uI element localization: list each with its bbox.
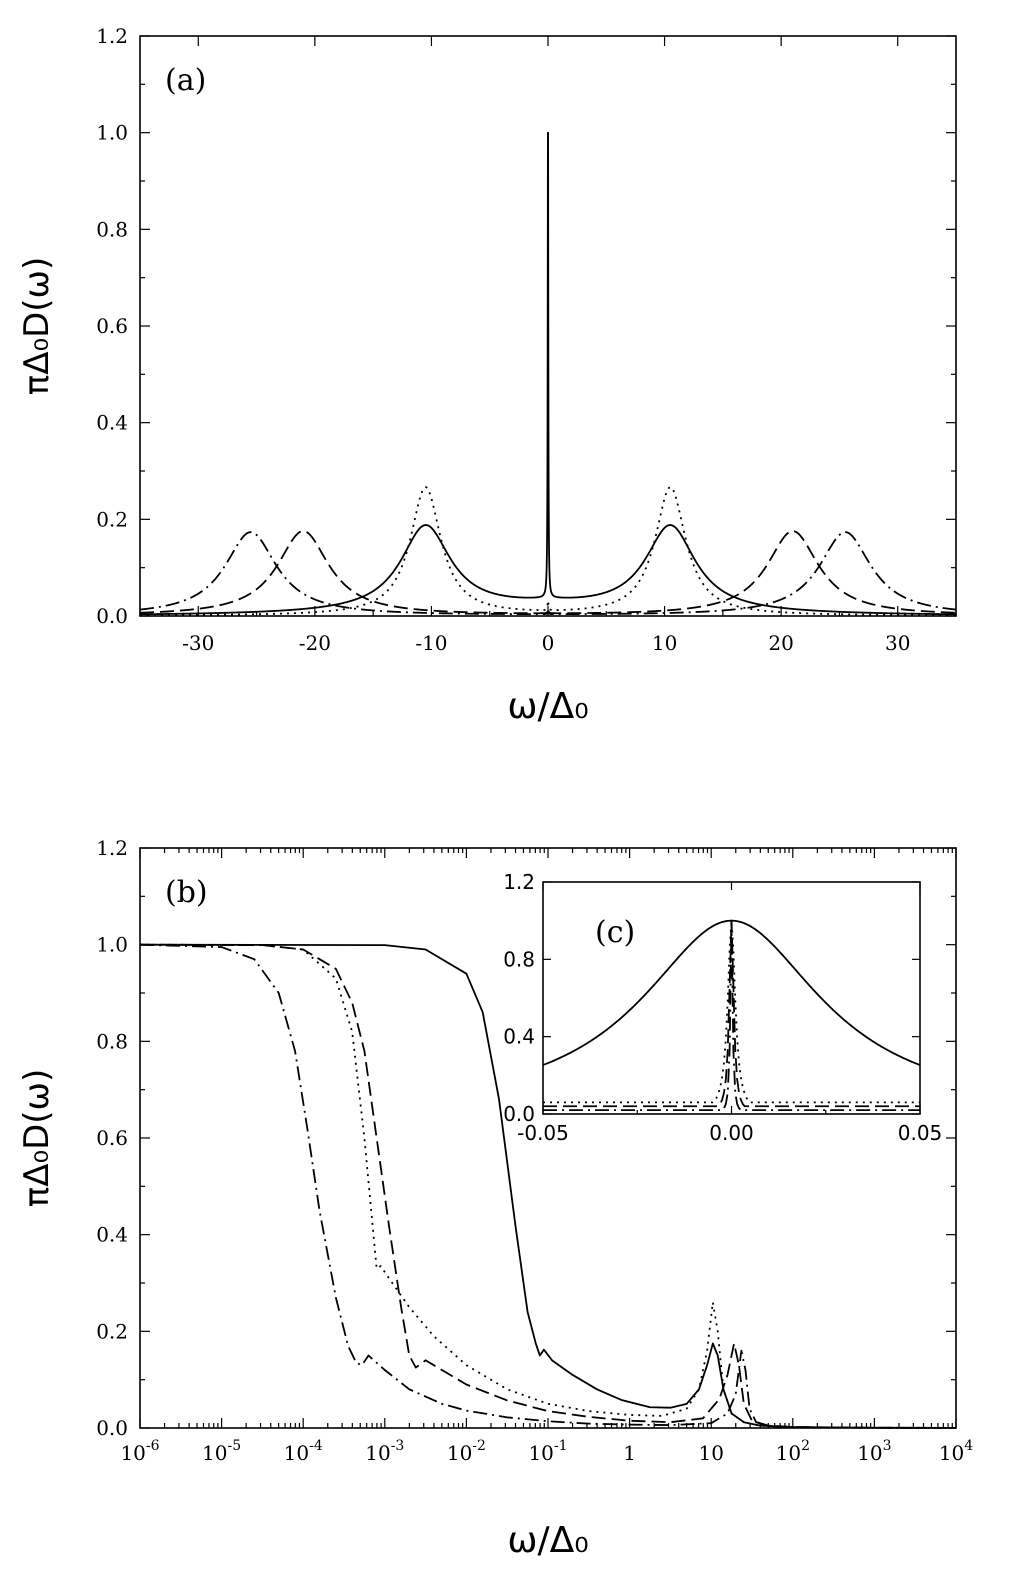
panel-a-series-1 xyxy=(139,131,957,616)
panel-a-x-tick-label: -20 xyxy=(299,631,331,655)
panel-c-inset-chart: -0.05 0.00 0.05 0.0 0.4 0.8 1.2 (c) xyxy=(503,870,942,1145)
panel-a-x-tick-label: -10 xyxy=(415,631,447,655)
panel-b-x-tick-exponent: -3 xyxy=(391,1438,405,1454)
panel-a-ticks: -30 -20 -10 0 10 20 30 0.0 0.2 0.4 0.6 0.8 1.0 1.2 xyxy=(96,24,957,655)
panel-a-x-tick-label: 30 xyxy=(885,631,910,655)
panel-c-label: (c) xyxy=(595,915,635,950)
panel-a-x-tick-label: 10 xyxy=(652,631,677,655)
panel-b-x-tick-exponent: 2 xyxy=(801,1438,810,1454)
panel-b-y-axis-title: πΔ₀D(ω) xyxy=(17,1069,57,1208)
panel-c-ticks: -0.05 0.00 0.05 0.0 0.4 0.8 1.2 xyxy=(503,870,942,1145)
panel-a-y-tick-label: 0.8 xyxy=(96,217,128,241)
panel-a-label: (a) xyxy=(165,63,206,98)
panel-b-x-tick-label: 103 xyxy=(857,1438,891,1465)
panel-b-x-tick-exponent: -4 xyxy=(309,1438,323,1454)
panel-b-x-tick-label: 104 xyxy=(939,1438,973,1465)
panel-a-y-axis-title: πΔ₀D(ω) xyxy=(17,257,57,396)
panel-b-x-tick-label: 1 xyxy=(623,1441,636,1465)
panel-b-y-tick-label: 1.2 xyxy=(96,836,128,860)
panel-b-y-tick-label: 0.2 xyxy=(96,1319,128,1343)
panel-b-curves xyxy=(139,943,957,1429)
panel-b-x-tick-label: 102 xyxy=(776,1438,810,1465)
panel-b-x-tick-label: 10-1 xyxy=(528,1438,567,1465)
panel-b-x-tick-label: 10-4 xyxy=(284,1438,323,1465)
panel-c-x-tick-label: 0.00 xyxy=(709,1121,754,1145)
panel-b-x-tick-exponent: -2 xyxy=(472,1438,486,1454)
panel-c-y-tick-label: 0.0 xyxy=(503,1102,535,1126)
panel-b-y-tick-label: 1.0 xyxy=(96,933,128,957)
panel-c-series-4 xyxy=(543,919,920,1112)
panel-b-x-tick-exponent: -5 xyxy=(228,1438,242,1454)
panel-b-x-axis-title: ω/Δ₀ xyxy=(507,1520,588,1561)
panel-b-x-tick-label: 10-3 xyxy=(365,1438,404,1465)
panel-b-x-tick-label: 10 xyxy=(698,1441,723,1465)
panel-a-y-tick-label: 0.2 xyxy=(96,507,128,531)
panel-c-y-tick-label: 0.4 xyxy=(503,1025,535,1049)
panel-a-x-axis-title: ω/Δ₀ xyxy=(507,686,588,727)
panel-b-series-3 xyxy=(139,943,957,1429)
panel-b-y-tick-label: 0.4 xyxy=(96,1223,128,1247)
panel-b-chart: 10-6 10-5 10-4 10-3 10-2 10-1 1 10 102 103 1040.00… xyxy=(17,836,973,1561)
panel-b-series-1 xyxy=(139,943,957,1429)
panel-b-x-tick-exponent: 3 xyxy=(883,1438,892,1454)
panel-b-x-tick-exponent: -1 xyxy=(554,1438,568,1454)
panel-c-y-tick-label: 1.2 xyxy=(503,870,535,894)
panel-b-x-tick-label: 10-5 xyxy=(202,1438,241,1465)
panel-b-y-tick-label: 0.8 xyxy=(96,1029,128,1053)
panel-c-y-tick-label: 0.8 xyxy=(503,947,535,971)
panel-a-x-tick-label: -30 xyxy=(182,631,214,655)
panel-a-y-tick-label: 1.2 xyxy=(96,24,128,48)
panel-b-y-tick-label: 0.6 xyxy=(96,1126,128,1150)
panel-a-y-tick-label: 0.6 xyxy=(96,314,128,338)
panel-b-series-2 xyxy=(139,943,957,1429)
panel-b-x-tick-exponent: -6 xyxy=(146,1438,160,1454)
panel-b-y-tick-label: 0.0 xyxy=(96,1416,128,1440)
panel-c-curves xyxy=(542,919,921,1112)
panel-b-x-tick-label: 10-6 xyxy=(120,1438,159,1465)
panel-a-x-tick-label: 20 xyxy=(768,631,793,655)
panel-b-label: (b) xyxy=(165,875,208,910)
panel-a-curves xyxy=(139,131,957,617)
panel-c-x-tick-label: 0.05 xyxy=(898,1121,943,1145)
panel-a-y-tick-label: 1.0 xyxy=(96,121,128,145)
panel-c-x-tick-label: -0.05 xyxy=(517,1121,569,1145)
panel-b-x-tick-exponent: 4 xyxy=(964,1438,973,1454)
panel-c-series-2 xyxy=(543,919,920,1104)
panel-a-series-3 xyxy=(139,530,957,615)
panel-a-x-tick-label: 0 xyxy=(542,631,555,655)
panel-b-series-4 xyxy=(139,943,957,1429)
panel-a-chart: -30 -20 -10 0 10 20 30 0.0 0.2 0.4 0.6 0.8 1.0 1.2 (a… xyxy=(17,24,957,727)
panel-a-y-tick-label: 0.0 xyxy=(96,604,128,628)
panel-a-y-tick-label: 0.4 xyxy=(96,411,128,435)
panel-a-series-4 xyxy=(139,531,957,616)
panel-b-x-tick-label: 10-2 xyxy=(447,1438,486,1465)
